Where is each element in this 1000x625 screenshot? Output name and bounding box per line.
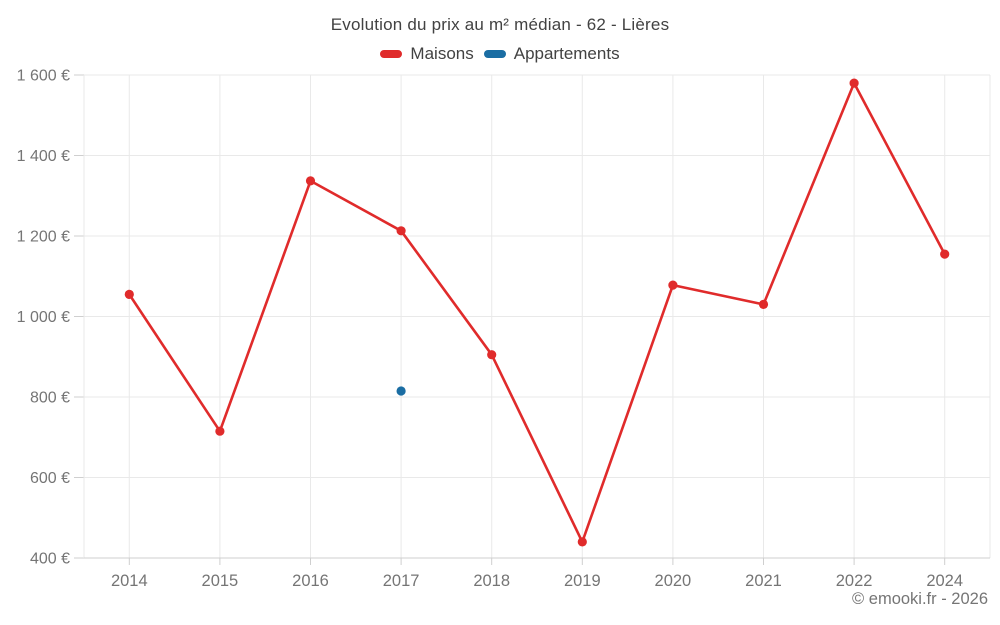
x-axis-label: 2018 (473, 572, 510, 590)
x-axis-label: 2019 (564, 572, 601, 590)
maisons-point (124, 289, 134, 299)
x-axis-label: 2022 (836, 572, 873, 590)
x-axis-label: 2015 (202, 572, 239, 590)
y-axis-label: 800 € (30, 390, 70, 407)
legend-label-appartements: Appartements (513, 44, 620, 63)
maisons-point (305, 176, 316, 186)
maisons-legend-swatch-icon (380, 50, 403, 58)
y-axis-label: 1 000 € (17, 309, 70, 326)
maisons-point (215, 426, 225, 436)
x-axis-label: 2017 (383, 572, 420, 590)
maisons-point (940, 249, 950, 259)
appartements-legend-swatch-icon (483, 50, 506, 58)
maisons-point (487, 350, 497, 360)
x-axis-label: 2014 (111, 572, 148, 590)
maisons-point (849, 78, 859, 88)
x-axis-label: 2020 (655, 572, 692, 590)
maisons-point (758, 299, 769, 309)
x-axis-label: 2021 (745, 572, 782, 590)
maisons-point (668, 280, 678, 290)
y-axis-label: 1 200 € (17, 229, 70, 246)
legend-item-maisons[interactable]: Maisons (380, 44, 474, 64)
y-axis-label: 1 600 € (17, 68, 70, 85)
maisons-point (396, 226, 406, 236)
x-axis-label: 2024 (926, 572, 963, 590)
x-axis-label: 2016 (292, 572, 329, 590)
maisons-line (128, 81, 947, 544)
y-axis-label: 1 400 € (17, 148, 70, 165)
appartements-point (396, 386, 406, 396)
legend-item-appartements[interactable]: Appartements (483, 44, 620, 64)
chart-legend: Maisons Appartements (0, 44, 1000, 64)
y-axis-label: 400 € (30, 551, 70, 568)
chart-title: Evolution du prix au m² médian - 62 - Li… (330, 15, 670, 34)
maisons-point (577, 537, 587, 547)
legend-label-maisons: Maisons (410, 44, 474, 63)
y-axis-label: 600 € (30, 470, 70, 487)
credit-text: © emooki.fr - 2026 (852, 590, 988, 608)
